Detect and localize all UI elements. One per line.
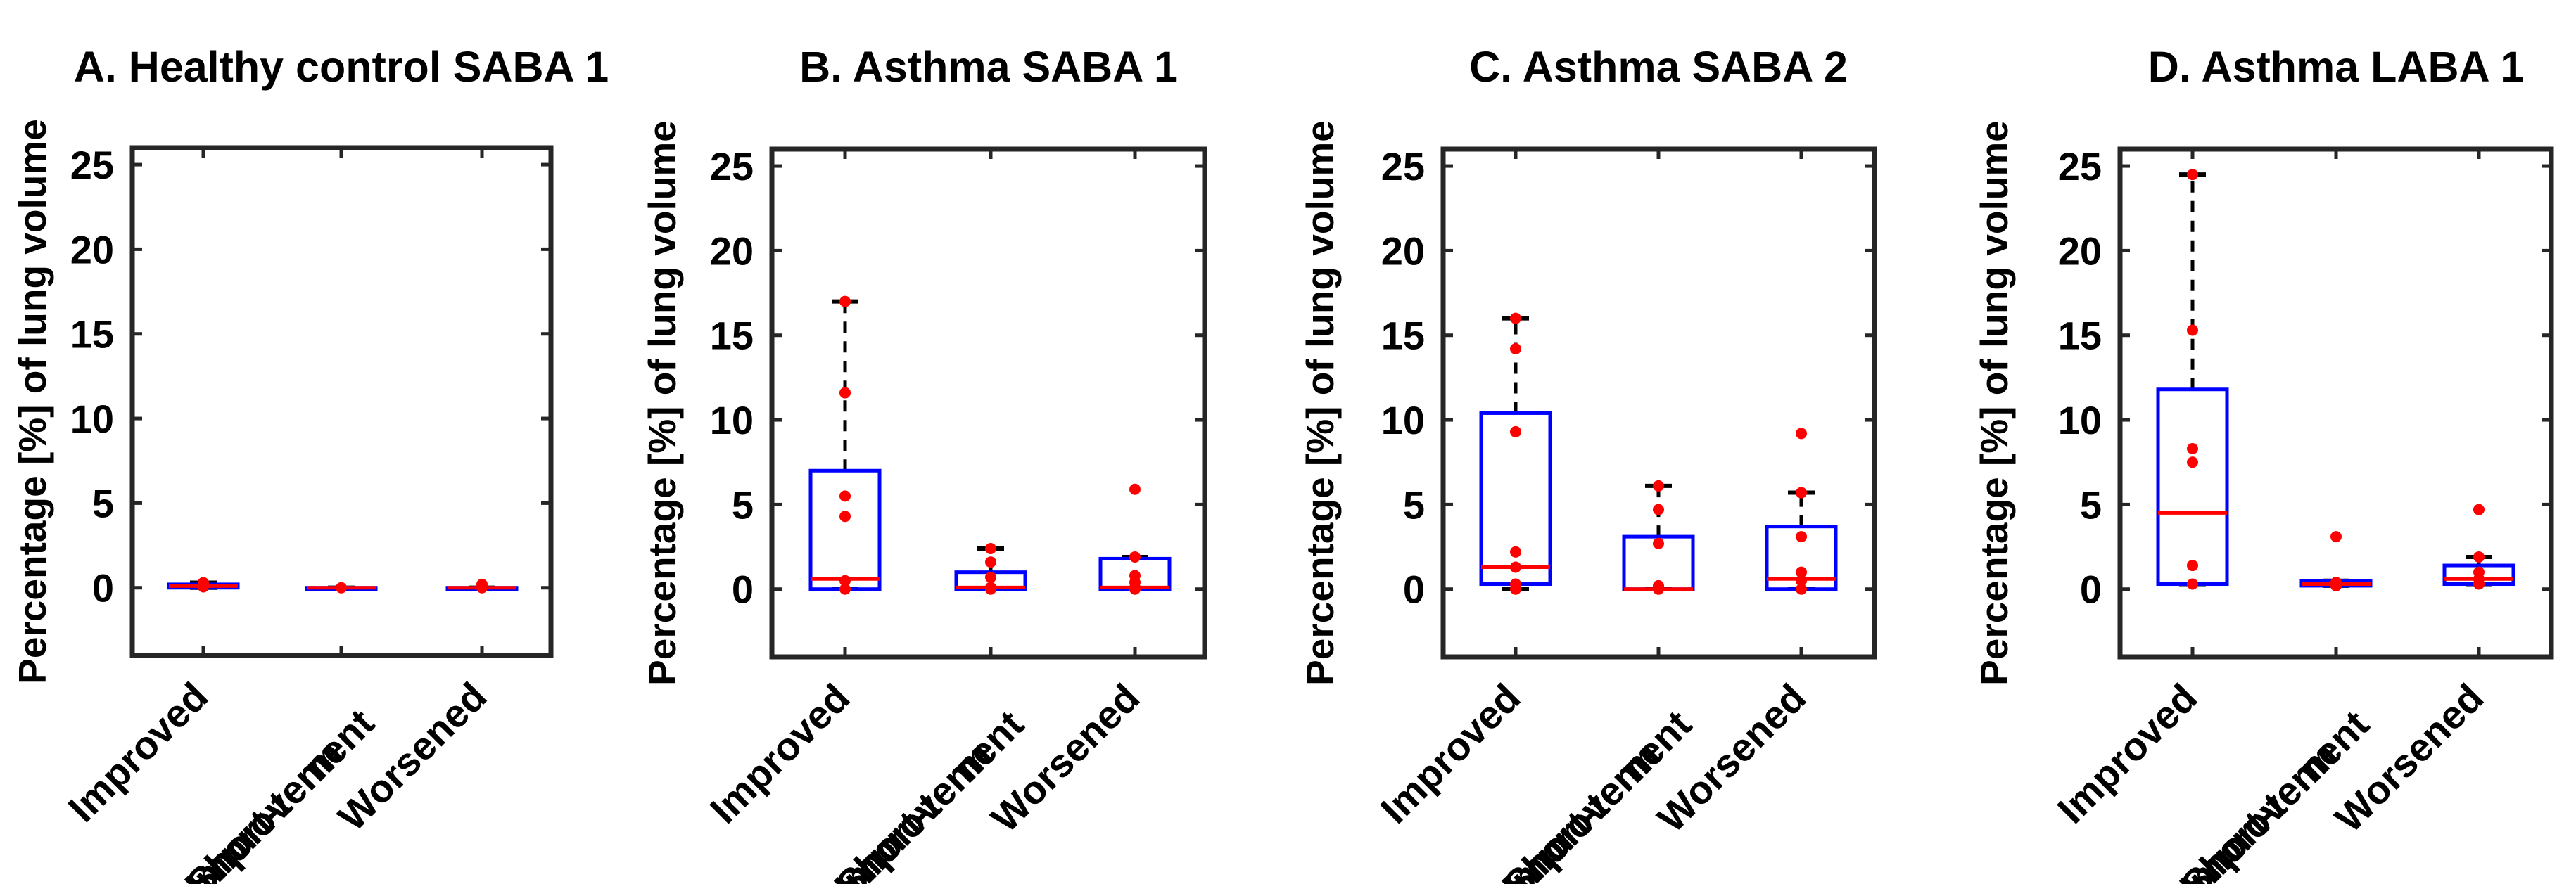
y-tick-label: 15 — [70, 312, 114, 357]
data-point — [1653, 537, 1664, 549]
data-point — [198, 577, 209, 589]
data-point — [1796, 428, 1807, 440]
data-point — [2187, 169, 2198, 181]
y-tick-label: 15 — [1381, 314, 1425, 358]
y-tick-label: 20 — [1381, 229, 1425, 273]
y-axis-label: Percentage [%] of lung volume — [1972, 120, 2016, 686]
y-tick-label: 25 — [2058, 144, 2102, 188]
iqr-box — [2156, 387, 2229, 587]
y-tick-label: 25 — [1381, 144, 1425, 188]
y-tick-label: 10 — [1381, 398, 1425, 442]
data-point — [839, 583, 851, 595]
chart-panel-3: C. Asthma SABA 2 Percentage [%] of lung v… — [1298, 43, 1877, 884]
y-tick-label: 20 — [710, 229, 754, 273]
data-point — [839, 295, 851, 307]
data-point — [2330, 577, 2342, 589]
y-tick-label: 5 — [2080, 482, 2102, 527]
y-tick-label: 15 — [710, 314, 754, 358]
data-point — [1796, 575, 1807, 587]
data-point — [1129, 483, 1141, 495]
data-point — [2330, 531, 2342, 543]
data-point — [985, 542, 996, 554]
y-tick-label: 0 — [92, 566, 114, 610]
axes-frame — [2117, 146, 2554, 660]
data-point — [1510, 578, 1521, 590]
data-point — [2187, 578, 2198, 590]
y-tick-label: 25 — [710, 144, 754, 188]
data-point — [839, 511, 851, 523]
y-axis-label: Percentage [%] of lung volume — [11, 119, 54, 684]
data-point — [1796, 531, 1807, 543]
chart-panel-1: A. Healthy control SABA 1 Percentage [%] … — [11, 43, 609, 884]
data-point — [476, 578, 488, 590]
y-tick-label: 5 — [1403, 482, 1425, 527]
axes-frame — [769, 146, 1207, 660]
x-tick-label: Improved — [60, 674, 217, 831]
data-point — [2187, 442, 2198, 454]
data-point — [1653, 579, 1664, 591]
data-point — [2473, 566, 2485, 578]
data-point — [1653, 504, 1664, 515]
chart-title: B. Asthma SABA 1 — [799, 43, 1178, 91]
data-point — [839, 575, 851, 587]
y-tick-label: 20 — [2058, 229, 2102, 273]
data-point — [985, 556, 996, 568]
y-tick-label: 0 — [1403, 568, 1425, 612]
y-tick-label: 10 — [710, 398, 754, 442]
y-tick-label: 20 — [70, 227, 114, 271]
chart-title: C. Asthma SABA 2 — [1469, 43, 1848, 91]
x-tick-label: Worsened — [982, 675, 1148, 840]
data-point — [2473, 551, 2485, 563]
data-point — [839, 387, 851, 399]
chart-title: D. Asthma LABA 1 — [2148, 43, 2524, 91]
axes-frame — [1440, 146, 1877, 660]
y-tick-label: 5 — [732, 482, 754, 527]
data-point — [1510, 312, 1521, 324]
y-tick-label: 5 — [92, 481, 114, 525]
iqr-box — [808, 468, 882, 591]
chart-title: A. Healthy control SABA 1 — [74, 43, 609, 91]
y-tick-label: 10 — [70, 397, 114, 441]
y-tick-label: 0 — [732, 568, 754, 612]
data-point — [985, 582, 996, 594]
x-tick-label: Improved — [702, 675, 858, 832]
data-point — [1510, 561, 1521, 573]
data-point — [1129, 570, 1141, 582]
axes-frame — [129, 145, 554, 658]
data-point — [336, 582, 347, 594]
data-point — [1510, 546, 1521, 558]
data-point — [2187, 324, 2198, 336]
y-tick-label: 0 — [2080, 568, 2102, 612]
y-tick-label: 25 — [70, 143, 114, 187]
y-axis-label: Percentage [%] of lung volume — [640, 120, 684, 686]
y-tick-label: 10 — [2058, 398, 2102, 442]
x-tick-label: Improved — [2049, 675, 2206, 832]
data-point — [1129, 551, 1141, 563]
data-point — [2187, 456, 2198, 468]
x-tick-label: Improved — [1372, 675, 1529, 832]
data-point — [1510, 342, 1521, 354]
data-point — [1796, 583, 1807, 595]
chart-panel-2: B. Asthma SABA 1 Percentage [%] of lung v… — [640, 43, 1207, 884]
y-axis-label: Percentage [%] of lung volume — [1298, 120, 1342, 686]
data-point — [2187, 560, 2198, 572]
data-point — [1796, 566, 1807, 578]
chart-panel-4: D. Asthma LABA 1 Percentage [%] of lung v… — [1972, 43, 2554, 884]
data-point — [1510, 425, 1521, 437]
iqr-box — [1479, 411, 1552, 587]
data-point — [839, 490, 851, 502]
data-point — [1653, 480, 1664, 492]
y-tick-label: 15 — [2058, 314, 2102, 358]
data-point — [985, 571, 996, 583]
data-point — [2473, 504, 2485, 515]
data-point — [1796, 487, 1807, 499]
